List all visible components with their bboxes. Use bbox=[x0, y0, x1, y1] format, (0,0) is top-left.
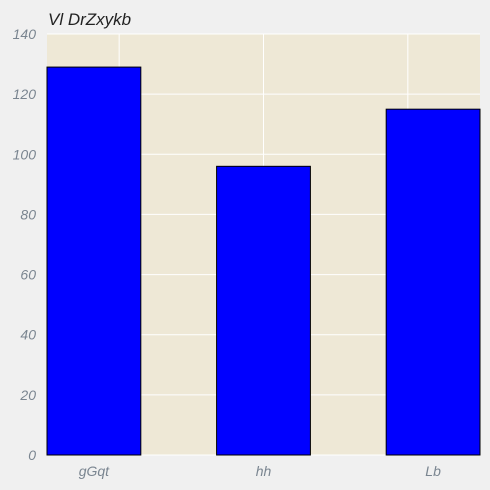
y-tick-label: 140 bbox=[13, 26, 37, 42]
bar-gGqt bbox=[46, 66, 142, 456]
y-tick-label: 120 bbox=[13, 86, 37, 102]
bars bbox=[46, 66, 481, 456]
y-tick-label: 0 bbox=[28, 447, 36, 463]
x-tick-label: Lb bbox=[425, 463, 441, 479]
x-tick-label: gGqt bbox=[79, 463, 110, 479]
bar-Lb bbox=[385, 108, 481, 456]
y-axis-ticks: 0 20 40 60 80 100 120 140 bbox=[13, 26, 37, 463]
y-tick-label: 80 bbox=[20, 206, 36, 222]
y-tick-label: 100 bbox=[13, 146, 37, 162]
x-axis-ticks: gGqt hh Lb bbox=[79, 463, 441, 479]
bar-hh bbox=[216, 165, 311, 456]
x-tick-label: hh bbox=[256, 463, 272, 479]
y-tick-label: 40 bbox=[20, 327, 36, 343]
y-tick-label: 20 bbox=[19, 387, 36, 403]
chart-title: Vl DrZxykb bbox=[48, 10, 131, 29]
y-tick-label: 60 bbox=[20, 267, 36, 283]
